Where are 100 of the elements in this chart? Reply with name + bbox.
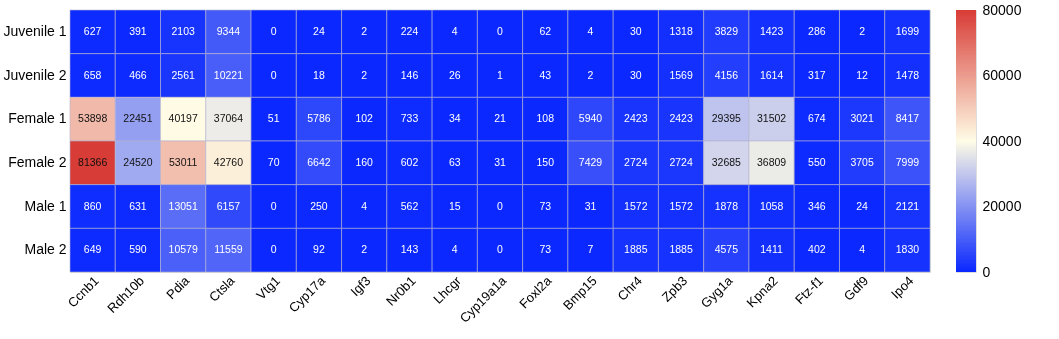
data-label: 466 <box>129 68 147 81</box>
data-label: 30 <box>629 68 642 81</box>
data-label: 12 <box>856 68 869 81</box>
data-label: 18 <box>313 68 325 81</box>
data-label: 143 <box>400 243 419 256</box>
data-label: 2423 <box>624 112 648 125</box>
data-label: 4575 <box>714 243 739 256</box>
data-label: 1423 <box>759 24 784 37</box>
data-label: 24520 <box>123 155 153 168</box>
data-label: 2561 <box>171 68 195 81</box>
data-label: 631 <box>129 199 147 212</box>
data-label: 9344 <box>216 24 241 37</box>
data-label: 0 <box>270 243 277 256</box>
data-label: 29395 <box>711 112 742 125</box>
data-label: 2 <box>361 243 368 256</box>
data-label: 4156 <box>714 68 739 81</box>
data-label: 53011 <box>168 155 198 168</box>
data-label: 5940 <box>578 112 603 125</box>
data-label: 5786 <box>307 112 331 125</box>
data-label: 2103 <box>171 24 195 37</box>
data-label: 21 <box>494 112 506 125</box>
y-tick-label: Male 2 <box>24 241 67 258</box>
data-label: 1878 <box>714 199 739 212</box>
data-label: 590 <box>129 243 147 256</box>
data-label: 31502 <box>756 112 787 125</box>
data-label: 250 <box>310 199 328 212</box>
data-label: 1572 <box>624 199 648 212</box>
data-label: 1699 <box>895 24 920 37</box>
data-label: 81366 <box>78 155 108 168</box>
data-label: 0 <box>270 199 277 212</box>
color-bar-label: 20000 <box>982 198 1022 214</box>
data-label: 34 <box>448 112 461 125</box>
data-label: 2 <box>587 68 594 81</box>
data-label: 1572 <box>669 199 693 212</box>
data-label: 3021 <box>850 112 874 125</box>
data-label: 6642 <box>307 155 331 168</box>
data-label: 1885 <box>624 243 648 256</box>
data-label: 1885 <box>669 243 693 256</box>
data-label: 7999 <box>895 155 920 168</box>
data-label: 1 <box>497 68 504 81</box>
data-label: 2724 <box>669 155 693 168</box>
data-label: 62 <box>539 24 552 37</box>
data-label: 2724 <box>624 155 648 168</box>
y-tick-label: Juvenile 2 <box>3 66 67 83</box>
data-label: 2 <box>361 68 368 81</box>
data-label: 73 <box>539 199 552 212</box>
data-label: 562 <box>400 199 419 212</box>
data-label: 11559 <box>214 243 243 256</box>
data-label: 2423 <box>669 112 693 125</box>
data-label: 649 <box>83 243 102 256</box>
data-label: 1569 <box>669 68 693 81</box>
data-label: 10221 <box>213 68 244 81</box>
data-label: 31 <box>584 199 597 212</box>
data-label: 0 <box>497 199 504 212</box>
y-tick-label: Female 1 <box>8 110 67 127</box>
data-label: 602 <box>400 155 419 168</box>
data-label: 10579 <box>168 243 198 256</box>
data-label: 3829 <box>714 24 739 37</box>
data-label: 51 <box>267 112 280 125</box>
data-label: 733 <box>400 112 419 125</box>
data-label: 37064 <box>213 112 244 125</box>
y-tick-label: Juvenile 1 <box>3 22 67 39</box>
data-label: 0 <box>497 243 504 256</box>
data-label: 146 <box>400 68 419 81</box>
data-label: 40197 <box>168 112 198 125</box>
data-label: 317 <box>808 68 826 81</box>
data-label: 1058 <box>759 199 784 212</box>
data-label: 53898 <box>78 112 108 125</box>
data-label: 402 <box>808 243 826 256</box>
data-label: 26 <box>448 68 461 81</box>
data-label: 674 <box>808 112 826 125</box>
data-label: 24 <box>856 199 869 212</box>
data-label: 2121 <box>895 199 920 212</box>
data-label: 73 <box>539 243 552 256</box>
data-label: 70 <box>267 155 280 168</box>
data-label: 658 <box>83 68 102 81</box>
data-label: 22451 <box>123 112 153 125</box>
data-label: 24 <box>313 24 325 37</box>
data-label: 4 <box>451 243 458 256</box>
data-label: 2 <box>361 24 368 37</box>
data-label: 1830 <box>895 243 920 256</box>
data-label: 1478 <box>895 68 920 81</box>
color-bar-label: 60000 <box>982 67 1022 83</box>
data-label: 550 <box>808 155 826 168</box>
data-label: 3705 <box>850 155 874 168</box>
data-label: 224 <box>400 24 419 37</box>
data-label: 2 <box>859 24 866 37</box>
data-label: 7 <box>587 243 594 256</box>
data-label: 1614 <box>759 68 784 81</box>
data-label: 6157 <box>216 199 241 212</box>
data-label: 13051 <box>168 199 198 212</box>
data-label: 32685 <box>711 155 742 168</box>
color-bar-label: 0 <box>982 263 991 280</box>
data-label: 42760 <box>213 155 244 168</box>
data-label: 43 <box>539 68 552 81</box>
data-label: 0 <box>497 24 504 37</box>
data-label: 0 <box>270 24 277 37</box>
data-label: 4 <box>587 24 594 37</box>
data-label: 1411 <box>760 243 784 256</box>
x-tick-label: Vtg1 <box>253 273 283 303</box>
